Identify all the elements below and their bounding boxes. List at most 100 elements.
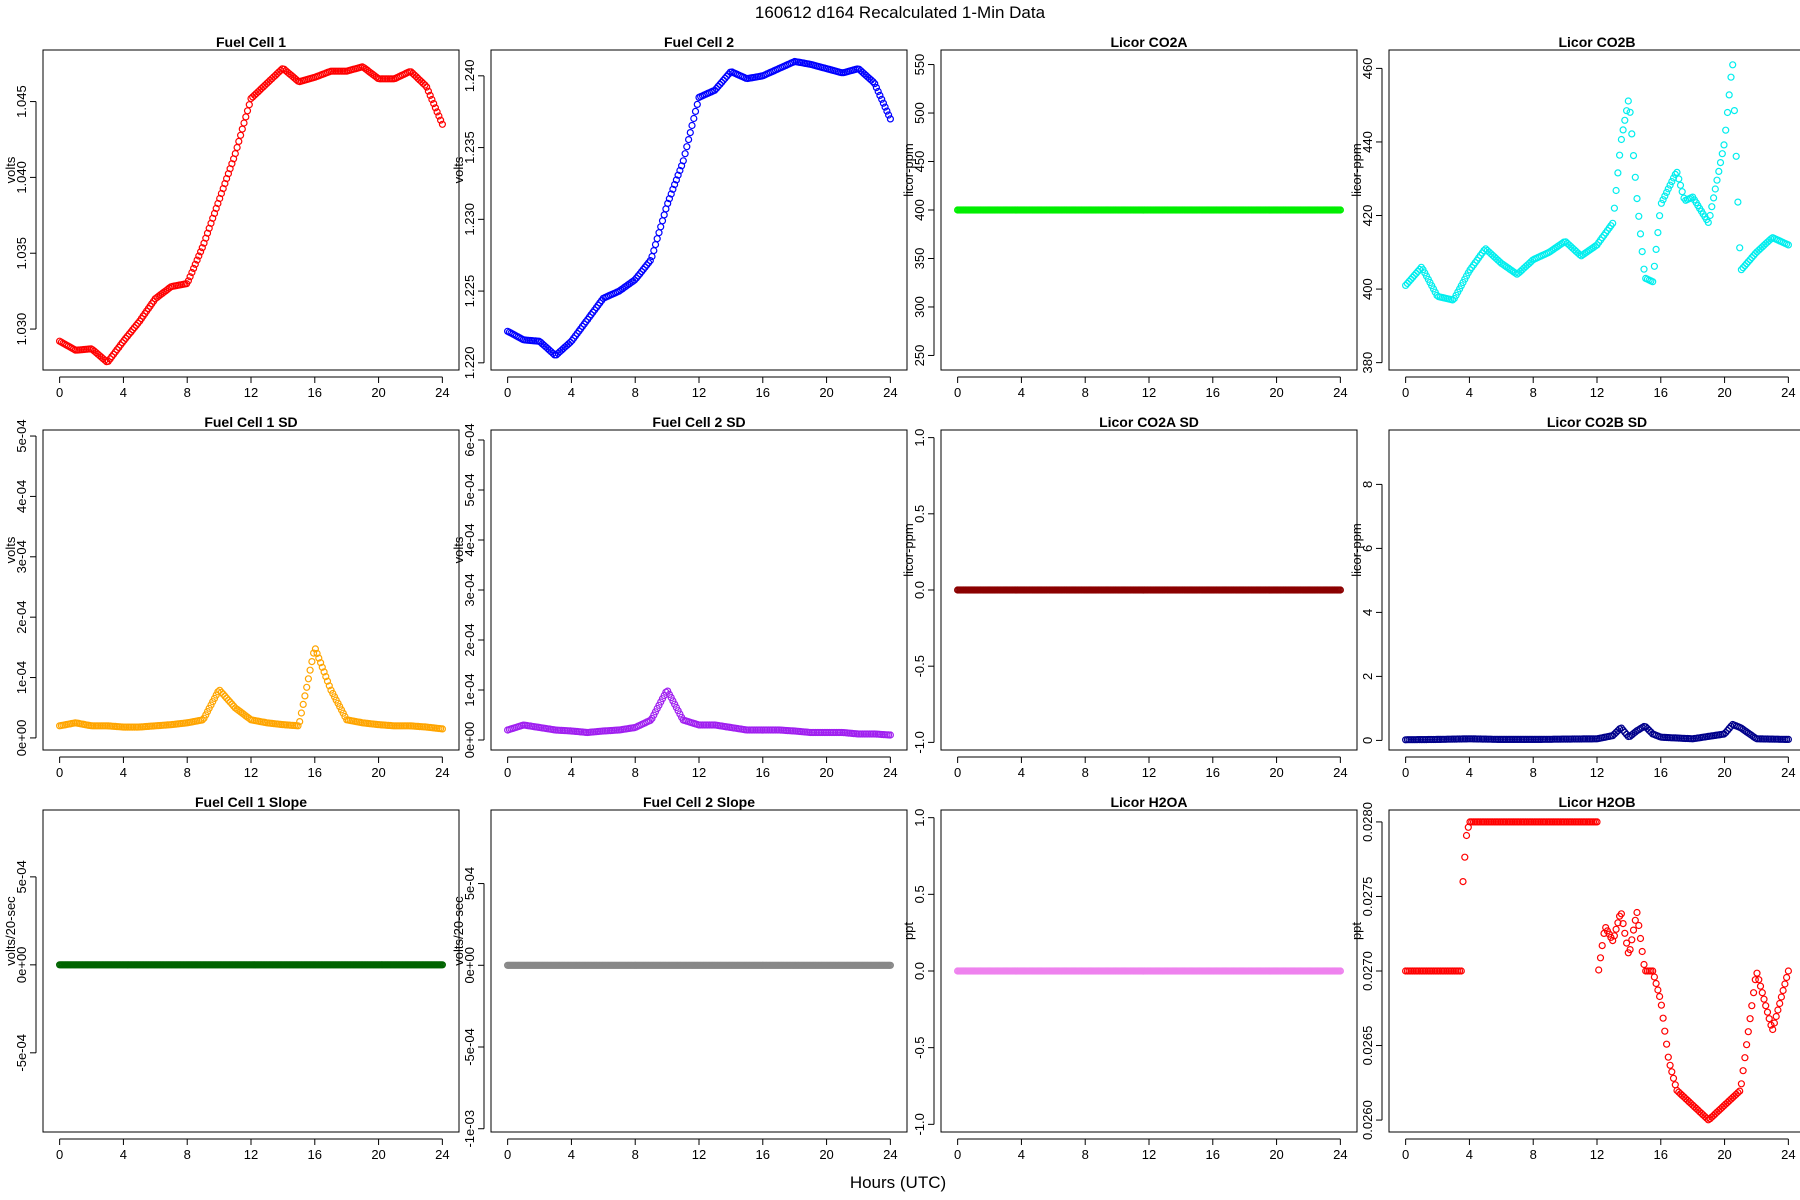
y-axis: 1.030 1.035 1.040 1.045 — [14, 85, 37, 345]
data-point — [674, 171, 682, 179]
data-point — [1558, 239, 1566, 247]
y-tick-label: 6e-04 — [462, 423, 477, 456]
data-point — [1650, 262, 1659, 270]
data-point — [1742, 260, 1751, 268]
data-point — [879, 99, 888, 107]
y-tick-label: 0e+00 — [14, 720, 29, 757]
panel-7: Licor CO2A SD 0 4 8 12 16 20 24 -1.0 -0.5 0.0 0.5 1.… — [901, 414, 1358, 780]
data-point — [1702, 1114, 1711, 1122]
data-point — [1638, 248, 1646, 256]
data-point — [1636, 230, 1645, 238]
x-tick-label: 20 — [1269, 385, 1283, 400]
panel-title: Licor H2OB — [1558, 794, 1635, 810]
x-tick-label: 0 — [504, 765, 511, 780]
data-point — [1715, 167, 1723, 175]
data-point — [693, 100, 701, 109]
data-point — [1609, 219, 1617, 227]
data-point — [438, 725, 446, 733]
data-point — [1633, 908, 1641, 917]
x-tick-label: 12 — [244, 385, 258, 400]
data-point — [672, 176, 681, 184]
data-point — [190, 264, 198, 272]
data-point — [1403, 279, 1412, 287]
x-tick-label: 16 — [308, 1147, 322, 1162]
data-point — [712, 84, 721, 93]
data-point — [195, 252, 203, 260]
data-point — [1655, 212, 1664, 220]
data-point — [1666, 181, 1674, 189]
data-point — [1621, 929, 1629, 937]
y-tick-label: 1.240 — [462, 60, 477, 93]
x-tick-label: 8 — [184, 385, 191, 400]
data-point — [224, 696, 232, 704]
x-tick-label: 4 — [1466, 385, 1473, 400]
data-point — [1631, 916, 1639, 924]
data-point — [1746, 256, 1754, 264]
y-axis-label: volts — [451, 536, 466, 563]
data-point — [669, 185, 677, 193]
data-point — [1722, 126, 1730, 134]
data-point — [1709, 194, 1718, 202]
panel-title: Fuel Cell 1 SD — [204, 414, 297, 430]
panel-title: Fuel Cell 1 Slope — [195, 794, 307, 810]
data-point — [226, 698, 234, 706]
y-tick-label: 400 — [1360, 278, 1375, 300]
x-tick-label: 24 — [1333, 765, 1347, 780]
data-point — [1749, 989, 1758, 997]
x-tick-label: 0 — [1402, 385, 1409, 400]
data-point — [1762, 1002, 1770, 1010]
data-point — [1765, 1015, 1773, 1023]
data-point — [1612, 186, 1620, 195]
x-tick-label: 16 — [1206, 765, 1220, 780]
x-axis: 0 4 8 12 16 20 24 — [1402, 376, 1796, 400]
data-point — [320, 668, 328, 676]
y-axis-label: licor-ppm — [1349, 523, 1364, 576]
data-point — [1408, 273, 1417, 281]
y-tick-label: 2e-04 — [462, 623, 477, 656]
data-point — [1708, 203, 1716, 211]
data-point — [1596, 954, 1605, 962]
data-point — [1640, 265, 1648, 273]
data-point — [1739, 264, 1747, 272]
data-point — [646, 716, 654, 725]
data-point — [1459, 877, 1467, 886]
data-point — [438, 961, 446, 969]
y-tick-label: -0.5 — [912, 655, 927, 677]
data-point — [1650, 973, 1659, 981]
y-tick-label: 460 — [1360, 58, 1375, 80]
data-point — [1629, 152, 1638, 160]
x-axis: 0 4 8 12 16 20 24 — [1402, 756, 1796, 780]
data-point — [1649, 278, 1657, 286]
x-tick-label: 8 — [1530, 765, 1537, 780]
data-point — [1610, 204, 1619, 212]
data-point — [1748, 1002, 1756, 1010]
y-axis: 0e+00 1e-04 2e-04 3e-04 4e-04 5e-04 — [14, 419, 37, 757]
data-point — [1753, 969, 1761, 977]
figure-title: 160612 d164 Recalculated 1-Min Data — [755, 3, 1046, 22]
data-point — [683, 143, 691, 151]
y-tick-label: 4 — [1360, 609, 1375, 616]
panel-11: Licor H2OA 0 4 8 12 16 20 24 -1.0 -0.5 0.0 0.5 1.0 pp… — [901, 794, 1358, 1162]
y-tick-label: 1.230 — [462, 203, 477, 236]
x-axis: 0 4 8 12 16 20 24 — [954, 756, 1348, 780]
data-point — [186, 273, 194, 281]
y-axis-label: licor-ppm — [1349, 143, 1364, 196]
x-tick-label: 0 — [1402, 1147, 1409, 1162]
y-tick-label: 0.0275 — [1360, 877, 1375, 917]
y-axis: 250 300 350 400 450 500 550 — [912, 54, 935, 366]
x-tick-label: 24 — [1781, 1147, 1795, 1162]
y-tick-label: 3e-04 — [14, 540, 29, 573]
x-axis: 0 4 8 12 16 20 24 — [504, 376, 898, 400]
y-tick-label: 1e-04 — [14, 661, 29, 694]
data-points — [1401, 818, 1793, 1124]
data-point — [878, 95, 886, 103]
data-point — [1657, 199, 1666, 207]
panels: Fuel Cell 10 4 8 12 16 20 241.0301.0351.0401.0… — [3, 34, 1800, 1162]
y-tick-label: 1.0 — [912, 429, 927, 447]
y-tick-label: 3e-04 — [462, 573, 477, 606]
data-point — [1462, 831, 1471, 840]
panel-title: Licor CO2A SD — [1099, 414, 1199, 430]
x-tick-label: 4 — [120, 385, 127, 400]
data-point — [869, 78, 877, 86]
